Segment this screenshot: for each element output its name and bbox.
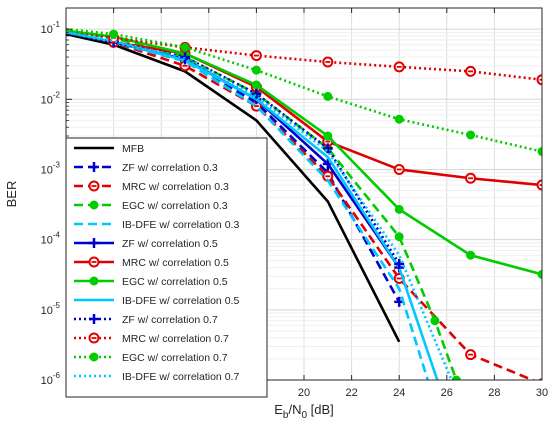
data-point: [465, 65, 477, 77]
legend-swatch-marker: [89, 276, 99, 286]
data-point: [322, 56, 334, 68]
x-axis-label-mid: /N: [288, 402, 301, 417]
y-tick-label: 10-6: [41, 371, 61, 387]
series-0: [66, 32, 401, 343]
y-tick-label: 10-3: [41, 160, 61, 176]
x-axis-label-main: E: [274, 402, 283, 417]
data-point: [251, 65, 261, 75]
legend-label: EGC w/ correlation 0.7: [122, 352, 228, 364]
data-point: [466, 250, 476, 260]
data-point: [465, 349, 477, 361]
y-tick-label: 10-2: [41, 90, 61, 106]
legend-label: MRC w/ correlation 0.5: [122, 257, 229, 269]
legend-entry: ZF w/ correlation 0.5: [74, 238, 218, 250]
series-layer: [66, 27, 542, 380]
legend-entry: IB-DFE w/ correlation 0.3: [74, 219, 239, 231]
data-point: [536, 179, 542, 191]
x-tick-label: 30: [536, 387, 548, 399]
legend-entry: EGC w/ correlation 0.5: [74, 276, 228, 288]
legend-entry: EGC w/ correlation 0.7: [74, 352, 228, 364]
data-point: [251, 80, 261, 90]
data-point: [394, 258, 405, 269]
x-axis-label-sub1: b: [283, 410, 289, 421]
x-tick-label: 28: [488, 387, 500, 399]
legend-swatch-marker: [89, 238, 99, 248]
legend-label: EGC w/ correlation 0.3: [122, 200, 228, 212]
legend-label: IB-DFE w/ correlation 0.5: [122, 295, 239, 307]
legend-entry: MFB: [74, 143, 144, 155]
legend-swatch-marker: [89, 352, 99, 362]
data-point: [537, 269, 542, 279]
series-line: [66, 29, 458, 380]
data-point: [394, 114, 404, 124]
data-point: [322, 143, 333, 154]
legend-label: MRC w/ correlation 0.7: [122, 333, 229, 345]
legend-entry: ZF w/ correlation 0.3: [74, 162, 218, 174]
data-point: [180, 42, 190, 52]
legend-label: IB-DFE w/ correlation 0.3: [122, 219, 239, 231]
data-point: [465, 172, 477, 184]
legend-entry: ZF w/ correlation 0.7: [74, 314, 218, 326]
legend-entry: IB-DFE w/ correlation 0.5: [74, 295, 239, 307]
legend-entry: MRC w/ correlation 0.5: [74, 256, 229, 269]
data-point: [323, 131, 333, 141]
legend-box: [65, 137, 268, 398]
y-tick-label: 10-5: [41, 301, 61, 317]
data-point: [179, 60, 191, 72]
legend-label: MRC w/ correlation 0.3: [122, 181, 229, 193]
legend-swatch-marker: [89, 162, 99, 172]
legend-label: ZF w/ correlation 0.7: [122, 314, 218, 326]
legend: MFB ZF w/ correlation 0.3 MRC w/ correlati…: [65, 137, 268, 398]
data-point: [537, 147, 542, 157]
legend-swatch-marker: [88, 332, 100, 344]
x-axis-label: Eb/N0 [dB]: [274, 402, 334, 421]
series-11: [66, 27, 542, 157]
data-point: [180, 52, 190, 63]
x-axis-label-sub2: 0: [301, 410, 307, 421]
y-tick-label: 10-1: [41, 20, 61, 36]
data-point: [451, 375, 461, 380]
data-point: [250, 50, 262, 62]
y-axis-label: BER: [4, 181, 19, 208]
x-tick-label: 22: [345, 387, 357, 399]
series-line: [66, 32, 401, 343]
legend-swatch-marker: [88, 180, 100, 192]
legend-entry: EGC w/ correlation 0.3: [74, 200, 228, 212]
x-axis-label-tail: [dB]: [307, 402, 334, 417]
legend-label: ZF w/ correlation 0.3: [122, 162, 218, 174]
data-point: [323, 91, 333, 101]
data-point: [430, 316, 440, 326]
series-7: [66, 29, 542, 279]
data-point: [393, 61, 405, 73]
legend-label: IB-DFE w/ correlation 0.7: [122, 371, 239, 383]
data-point: [394, 232, 404, 242]
legend-entry: MRC w/ correlation 0.3: [74, 180, 229, 193]
series-line: [66, 29, 542, 276]
data-point: [251, 88, 262, 99]
x-tick-label: 20: [298, 387, 310, 399]
x-tick-label: 26: [441, 387, 453, 399]
legend-swatch-marker: [88, 256, 100, 268]
legend-label: EGC w/ correlation 0.5: [122, 276, 228, 288]
legend-entry: MRC w/ correlation 0.7: [74, 332, 229, 345]
data-point: [536, 74, 542, 86]
x-tick-label: 24: [393, 387, 405, 399]
legend-swatch-marker: [89, 200, 99, 210]
data-point: [394, 204, 404, 214]
y-tick-label: 10-4: [41, 231, 61, 247]
legend-label: MFB: [122, 143, 144, 155]
data-point: [393, 163, 405, 175]
legend-swatch-marker: [89, 314, 99, 324]
legend-label: ZF w/ correlation 0.5: [122, 238, 218, 250]
data-point: [109, 29, 119, 39]
legend-entry: IB-DFE w/ correlation 0.7: [74, 371, 239, 383]
data-point: [466, 130, 476, 140]
